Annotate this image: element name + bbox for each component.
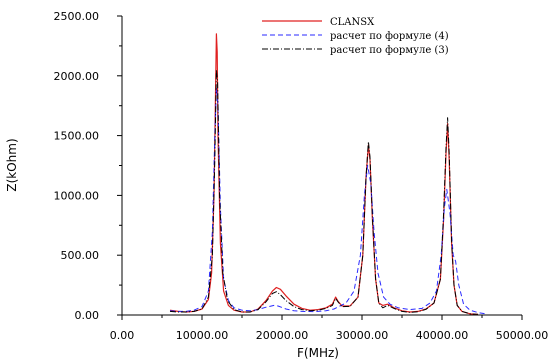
x-tick-label: 40000.00 (416, 329, 469, 342)
y-tick-label: 1000.00 (54, 189, 100, 202)
x-tick-label: 50000.00 (496, 329, 549, 342)
y-tick-label: 500.00 (61, 249, 100, 262)
legend-label-1: расчет по формуле (4) (330, 31, 449, 42)
series-group (169, 33, 487, 315)
x-tick-label: 10000.00 (176, 329, 229, 342)
y-tick-label: 2500.00 (54, 10, 100, 23)
x-tick-label: 0.00 (110, 329, 135, 342)
y-axis-title: Z(kOhm) (5, 138, 19, 191)
y-tick-label: 2000.00 (54, 70, 100, 83)
series-line-2 (169, 69, 479, 315)
ticks (117, 15, 523, 320)
tick-labels: 0.00 10000.00 20000.00 30000.00 40000.00 5000… (54, 10, 549, 342)
x-axis-title: F(MHz) (297, 346, 339, 360)
y-tick-label: 1500.00 (54, 130, 100, 143)
y-tick-label: 0.00 (75, 309, 100, 322)
series-line-1 (169, 87, 487, 315)
axes (121, 16, 522, 316)
legend-label-2: расчет по формуле (3) (330, 45, 449, 56)
legend-label-0: CLANSX (330, 17, 375, 28)
x-tick-label: 20000.00 (256, 329, 309, 342)
legend: CLANSX расчет по формуле (4) расчет по фор… (262, 17, 449, 56)
x-tick-label: 30000.00 (336, 329, 389, 342)
